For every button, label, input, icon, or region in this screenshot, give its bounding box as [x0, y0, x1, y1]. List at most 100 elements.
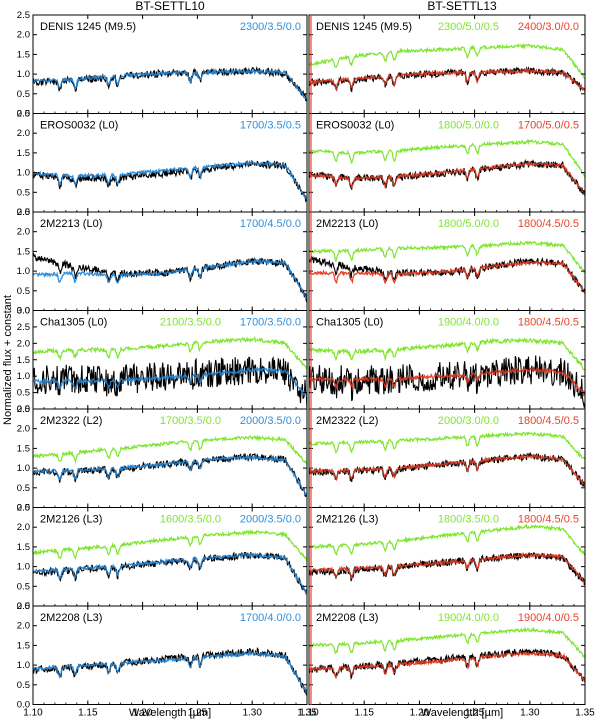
panel-lines [33, 159, 307, 203]
y-tick-label: 2.5 [17, 207, 30, 218]
model-label: 2000/3.5/0.0 [240, 514, 301, 526]
y-tick-label: 1.5 [17, 246, 30, 257]
model-spectrum-overlay [309, 67, 585, 92]
model-spectrum-overlay [309, 260, 585, 294]
model-spectrum-line [33, 434, 307, 466]
y-tick-label: 1.5 [17, 443, 30, 454]
x-tick-label: 1.15 [354, 708, 374, 719]
y-tick-label: 0.0 [17, 601, 30, 612]
y-tick-label: 2.0 [17, 30, 30, 41]
model-label: 1700/3.5/0.5 [240, 120, 301, 132]
observed-spectrum-line [33, 452, 307, 498]
object-label: 2M2322 (L2) [40, 415, 102, 427]
model-label: 1700/3.5/0.0 [240, 317, 301, 329]
observed-spectrum-line [309, 65, 585, 93]
model-spectrum-line [33, 335, 307, 370]
y-tick-label: 0.0 [17, 503, 30, 514]
model-spectrum-overlay [309, 160, 585, 195]
panel-r6-c0: 0.0 0.5 1.0 1.5 2.0 2.5 1.10 1.15 1.20 1.25 1.30 1.… [17, 601, 317, 719]
y-tick-label: 0.5 [17, 680, 30, 691]
object-label: DENIS 1245 (M9.5) [316, 21, 412, 33]
model-spectrum-overlay [33, 159, 307, 201]
panel-frame [32, 605, 308, 705]
observed-spectrum-line [309, 552, 585, 586]
object-label: 2M2126 (L3) [316, 514, 378, 526]
object-label: 2M2126 (L3) [40, 514, 102, 526]
x-tick-label: 1.35 [297, 708, 317, 719]
model-spectrum-line [309, 160, 585, 195]
model-spectrum-overlay [33, 453, 307, 497]
model-label: 1800/5.0/0.0 [438, 120, 499, 132]
panel-lines [309, 626, 585, 683]
x-tick-label: 1.25 [465, 708, 485, 719]
object-label: 2M2213 (L0) [316, 218, 378, 230]
y-tick-label: 1.0 [17, 463, 30, 474]
y-tick-label: 1.5 [17, 542, 30, 553]
observed-spectrum-line [309, 355, 585, 408]
model-spectrum-line [309, 42, 585, 79]
panel-lines [309, 523, 585, 586]
observed-spectrum-line [33, 252, 307, 303]
model-spectrum-line [309, 626, 585, 659]
x-tick-label: 1.30 [242, 708, 262, 719]
model-label: 1800/4.5/0.5 [518, 514, 579, 526]
model-label: 1600/3.5/0.0 [160, 514, 221, 526]
object-label: 2M2213 (L0) [40, 218, 102, 230]
model-spectrum-overlay [309, 552, 585, 584]
object-label: Cha1305 (L0) [316, 317, 383, 329]
y-tick-label: 0.5 [17, 89, 30, 100]
panel-lines [33, 252, 307, 303]
model-spectrum-overlay [309, 453, 585, 487]
x-tick-label: 1.35 [575, 708, 595, 719]
y-tick-label: 0.5 [17, 187, 30, 198]
y-tick-label: 0.0 [17, 404, 30, 415]
panel-lines [309, 337, 585, 408]
object-label: EROS0032 (L0) [316, 120, 394, 132]
panel-r3-c1: Cha1305 (L0) 1800/4.5/0.5 1900/4.0/0.0 [308, 310, 586, 410]
panel-lines [33, 65, 307, 102]
model-label: 1900/4.0/0.0 [438, 317, 499, 329]
panel-r2-c0: 0.0 0.5 1.0 1.5 2.0 2.5 2M2213 (L0) 1700/4.5/0.… [17, 207, 308, 317]
y-tick-label: 2.5 [17, 601, 30, 612]
model-label: 1800/5.0/0.0 [438, 218, 499, 230]
model-spectrum-line [309, 240, 585, 274]
y-tick-label: 2.0 [17, 424, 30, 435]
y-tick-label: 1.0 [17, 69, 30, 80]
panel-r1-c0: 0.0 0.5 1.0 1.5 2.0 2.5 EROS0032 (L0) 1700/3.5/… [17, 109, 308, 218]
x-tick-label: 1.15 [78, 708, 98, 719]
model-label: 2300/3.5/0.0 [240, 21, 301, 33]
y-tick-label: 0.0 [17, 700, 30, 711]
model-spectrum-overlay [33, 258, 307, 300]
y-tick-label: 1.0 [17, 266, 30, 277]
model-label: 1900/4.0/0.5 [518, 612, 579, 624]
y-tick-label: 2.0 [17, 128, 30, 139]
panel-lines [309, 138, 585, 197]
model-label: 1900/4.0/0.0 [438, 612, 499, 624]
x-tick-label: 1.20 [133, 708, 153, 719]
y-tick-label: 0.5 [17, 581, 30, 592]
panel-lines [33, 434, 307, 498]
panel-lines [33, 646, 307, 696]
observed-spectrum-line [33, 356, 307, 409]
panel-lines [309, 431, 585, 487]
panel-r4-c0: 0.0 0.5 1.0 1.5 2.0 2.5 2M2322 (L2) 2000/3.5/0.… [17, 404, 308, 514]
y-tick-label: 2.0 [17, 621, 30, 632]
object-label: 2M2208 (L3) [40, 612, 102, 624]
column-title-bt-settl10: BT-SETTL10 [135, 0, 205, 13]
x-tick-label: 1.25 [188, 708, 208, 719]
model-label: 1800/4.5/0.5 [518, 415, 579, 427]
y-tick-label: 1.5 [17, 49, 30, 60]
model-spectrum-overlay [33, 649, 307, 694]
panel-lines [309, 240, 585, 294]
column-title-bt-settl13: BT-SETTL13 [427, 0, 497, 13]
panel-lines [33, 528, 307, 595]
y-tick-label: 1.0 [17, 168, 30, 179]
x-tick-label: 1.30 [520, 708, 540, 719]
model-spectrum-overlay [33, 68, 307, 101]
model-spectrum-overlay [309, 365, 585, 397]
model-spectrum-line [33, 528, 307, 563]
model-label: 1800/3.5/0.0 [438, 514, 499, 526]
model-spectrum-line [309, 523, 585, 557]
x-tick-label: 1.20 [410, 708, 430, 719]
